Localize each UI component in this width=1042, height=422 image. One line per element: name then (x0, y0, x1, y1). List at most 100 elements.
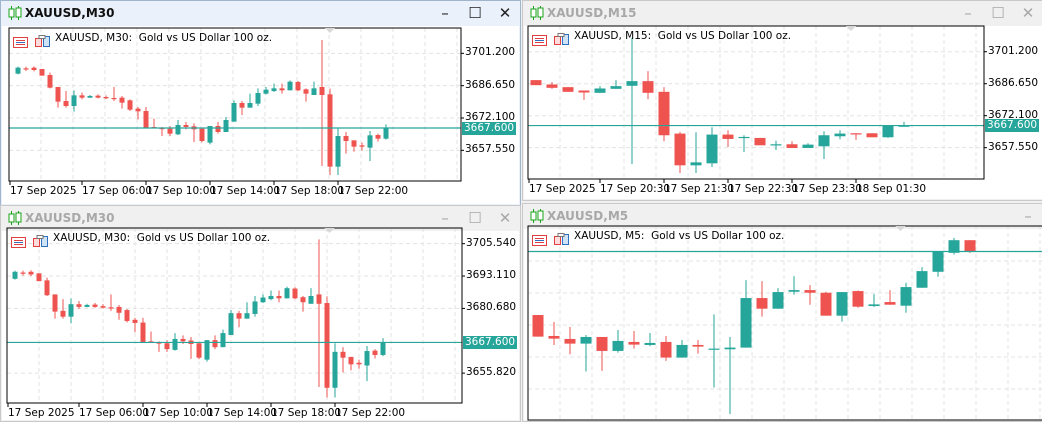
maximize-button[interactable]: ☐ (468, 209, 482, 227)
chart-shift-marker[interactable] (895, 226, 906, 231)
candle (236, 310, 242, 328)
candle (786, 141, 798, 148)
minimize-button[interactable]: – (1024, 207, 1032, 225)
candle-body (348, 356, 354, 365)
candle-body (658, 91, 670, 136)
x-axis-tick-label: 17 Sep 22:00 (335, 407, 406, 419)
title-bar[interactable]: XAUUSD,M30 – ☐ ✕ (1, 206, 520, 230)
candle (324, 296, 330, 398)
close-button[interactable]: ✕ (498, 4, 512, 22)
candle (92, 303, 98, 308)
candle (223, 117, 229, 132)
depth-of-market-icon[interactable] (33, 232, 48, 247)
candle (31, 66, 37, 72)
candle (308, 288, 314, 304)
candle (738, 135, 750, 152)
chart-shift-marker[interactable] (324, 228, 335, 233)
trade-panel-icon[interactable] (13, 33, 28, 48)
chart-shift-marker[interactable] (325, 28, 335, 33)
candle (756, 281, 768, 317)
y-axis-tick-label: 3657.550 (988, 140, 1039, 153)
chart-window-xauusd-m5[interactable]: XAUUSD,M5 – XAUUSD, M5: Gold vs US Dollar … (522, 203, 1042, 422)
window-title: XAUUSD,M30 (25, 6, 115, 20)
candle-body (44, 280, 50, 296)
candle-body (28, 271, 34, 275)
candle-body (578, 90, 590, 93)
candle-body (900, 287, 912, 306)
chart-legend: XAUUSD, M15: Gold vs US Dollar 100 oz. (574, 30, 792, 42)
candle-body (12, 271, 18, 279)
candle (151, 118, 157, 129)
candlestick-chart[interactable] (2, 227, 521, 422)
chart-area[interactable]: XAUUSD, M30: Gold vs US Dollar 100 oz. 37… (2, 227, 521, 422)
candle (127, 99, 133, 111)
candle-body (690, 162, 702, 166)
candle (351, 140, 357, 152)
chart-shift-marker[interactable] (846, 26, 856, 31)
trade-panel-icon[interactable] (532, 231, 547, 246)
trade-panel-icon[interactable] (532, 31, 547, 46)
candle (850, 133, 862, 140)
chart-window-xauusd-m30-second[interactable]: XAUUSD,M30– ☐ ✕ XAUUSD, M30: Gold vs US Dol… (0, 205, 521, 422)
candle-body (20, 272, 26, 274)
candle-body (167, 128, 173, 134)
window-title: XAUUSD,M15 (547, 6, 637, 20)
candle-body (546, 84, 558, 88)
candle (348, 356, 354, 371)
y-axis-tick-label: 3680.680 (466, 301, 517, 314)
chart-window-xauusd-m30[interactable]: XAUUSD,M30 – ☐ ✕ XAUUSD, M30: Gold vs US Dol… (0, 0, 521, 206)
trade-panel-icon[interactable] (11, 233, 26, 248)
title-bar[interactable]: XAUUSD,M30 – ☐ ✕ (1, 1, 520, 25)
candle (263, 87, 269, 95)
close-button[interactable]: ✕ (498, 209, 512, 227)
candlestick-chart[interactable] (524, 25, 1042, 201)
minimize-button[interactable]: – (441, 209, 449, 227)
candle (642, 71, 654, 100)
candle (140, 317, 146, 343)
title-bar[interactable]: XAUUSD,M15 – ☐ ✕ (523, 1, 1042, 25)
candle-body (308, 295, 314, 304)
minimize-button[interactable]: – (441, 4, 449, 22)
candles (532, 237, 976, 415)
candle-body (23, 68, 29, 70)
candle (610, 80, 622, 89)
close-button[interactable]: ✕ (1021, 4, 1035, 22)
candle (36, 273, 42, 282)
maximize-button[interactable]: ☐ (468, 4, 482, 22)
x-axis-tick-label: 17 Sep 2025 (8, 407, 75, 419)
chart-area[interactable]: XAUUSD, M5: Gold vs US Dollar 100 oz. (524, 225, 1042, 422)
minimize-button[interactable]: – (964, 4, 972, 22)
candle-body (207, 126, 213, 143)
candle (199, 128, 205, 143)
maximize-button[interactable]: ☐ (991, 4, 1005, 22)
candle-body (279, 88, 285, 91)
chart-area[interactable]: XAUUSD, M15: Gold vs US Dollar 100 oz. 37… (524, 25, 1042, 201)
depth-of-market-icon[interactable] (554, 230, 569, 245)
candle-body (255, 93, 261, 104)
candle (292, 287, 298, 300)
depth-of-market-icon[interactable] (35, 32, 50, 47)
candle (834, 130, 846, 140)
candle-body (84, 304, 90, 307)
depth-of-market-icon[interactable] (554, 30, 569, 45)
candle-body (722, 134, 734, 139)
candle-body (644, 342, 656, 345)
candle-body (756, 298, 768, 309)
candle-body (964, 240, 976, 252)
chart-window-xauusd-m15[interactable]: XAUUSD,M15 – ☐ ✕ XAUUSD, M15: Gold vs US Dol… (522, 0, 1042, 201)
candle (276, 290, 282, 303)
chart-area[interactable]: XAUUSD, M30: Gold vs US Dollar 100 oz. 37… (2, 26, 519, 204)
x-axis-tick-label: 17 Sep 10:00 (146, 185, 217, 197)
candle (231, 100, 237, 122)
candle-body (295, 82, 301, 91)
candle-body (674, 133, 686, 166)
candlestick-chart[interactable] (2, 26, 521, 206)
candlestick-chart[interactable] (524, 225, 1042, 422)
candle-body (36, 273, 42, 282)
candle (268, 290, 274, 301)
candle (284, 286, 290, 299)
title-bar[interactable]: XAUUSD,M5 – (523, 204, 1042, 228)
candle-body (532, 315, 544, 337)
candle-body (223, 120, 229, 132)
candle-body (287, 81, 293, 91)
